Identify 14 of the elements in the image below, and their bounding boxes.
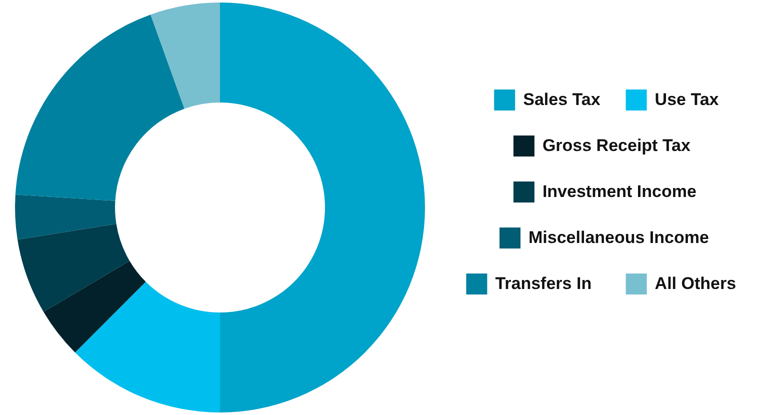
donut-slice — [15, 194, 116, 240]
legend-label: Transfers In — [495, 274, 592, 293]
legend-label: Miscellaneous Income — [528, 228, 709, 247]
donut-slice — [220, 2, 425, 412]
donut-slice — [75, 282, 220, 412]
donut-slice — [150, 2, 220, 109]
legend-label: Investment Income — [542, 182, 696, 201]
legend-label: Use Tax — [654, 90, 720, 109]
donut-slice — [18, 224, 130, 312]
legend-label: Sales Tax — [523, 90, 601, 109]
legend-label: Gross Receipt Tax — [542, 136, 692, 155]
donut-slice — [44, 260, 146, 352]
donut-slice — [15, 14, 184, 201]
legend-label: All Others — [654, 274, 736, 293]
